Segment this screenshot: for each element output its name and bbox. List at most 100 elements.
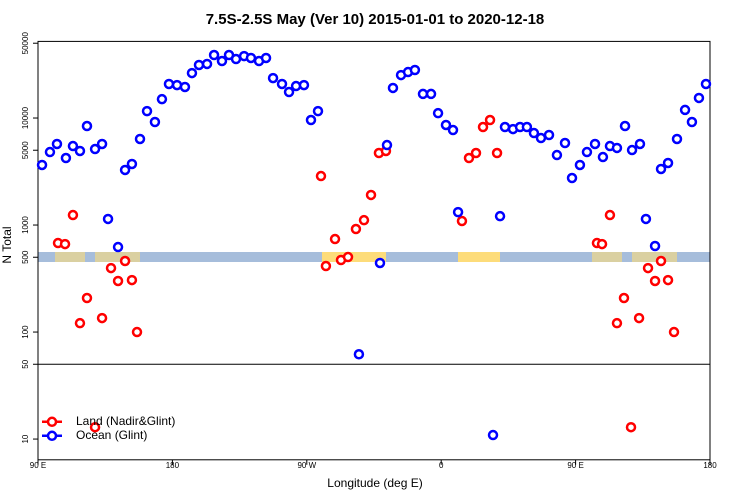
- point: [119, 255, 131, 267]
- point: [245, 52, 257, 64]
- point: [417, 88, 429, 100]
- point: [36, 159, 48, 171]
- point: [633, 312, 645, 324]
- point: [668, 326, 680, 338]
- point: [96, 138, 108, 150]
- point: [126, 274, 138, 286]
- point: [662, 157, 674, 169]
- point: [499, 121, 511, 133]
- point: [463, 152, 475, 164]
- point: [353, 349, 365, 360]
- point: [634, 138, 646, 150]
- point: [230, 53, 242, 65]
- land-strip: [322, 252, 386, 262]
- point: [208, 49, 220, 61]
- point: [596, 238, 608, 250]
- point: [374, 257, 386, 269]
- point: [89, 143, 101, 155]
- point: [112, 241, 124, 253]
- point: [649, 275, 661, 287]
- x-tick-label: 180: [703, 461, 717, 470]
- y-tick-label: 50000: [21, 32, 30, 55]
- point: [679, 104, 691, 116]
- point: [456, 215, 468, 227]
- point: [387, 82, 399, 94]
- point: [67, 209, 79, 221]
- point: [626, 144, 638, 156]
- x-tick-label: 0: [439, 461, 444, 470]
- point: [381, 139, 393, 151]
- point: [105, 262, 117, 274]
- point: [642, 262, 654, 274]
- point: [597, 151, 609, 163]
- point: [521, 121, 533, 133]
- point: [186, 67, 198, 79]
- point: [329, 233, 341, 245]
- point: [452, 206, 464, 218]
- point: [74, 145, 86, 157]
- point: [67, 140, 79, 152]
- point: [409, 64, 421, 76]
- point: [432, 107, 444, 119]
- land-strip: [458, 252, 500, 262]
- point: [528, 127, 540, 139]
- y-tick-label: 1000: [21, 216, 30, 234]
- point: [149, 116, 161, 128]
- x-axis-label: Longitude (deg E): [327, 476, 422, 490]
- point: [283, 86, 295, 98]
- point: [267, 72, 279, 84]
- point: [686, 116, 698, 128]
- land-strip: [592, 252, 622, 262]
- y-tick-label: 50: [21, 359, 30, 368]
- y-tick-label: 10000: [21, 106, 30, 129]
- point: [693, 92, 705, 104]
- point: [315, 170, 327, 182]
- point: [484, 114, 496, 126]
- point: [44, 146, 56, 158]
- point: [156, 93, 168, 105]
- point: [59, 238, 71, 250]
- point: [589, 138, 601, 150]
- point: [350, 223, 362, 235]
- point: [342, 251, 354, 263]
- point: [655, 163, 667, 175]
- point: [566, 172, 578, 184]
- point: [662, 274, 674, 286]
- point: [491, 147, 503, 159]
- legend-label: Land (Nadir&Glint): [76, 414, 175, 428]
- x-tick-label: 90 E: [30, 461, 46, 470]
- x-tick-label: 90 E: [567, 461, 583, 470]
- point: [494, 210, 506, 222]
- point: [96, 312, 108, 324]
- point: [604, 209, 616, 221]
- point: [74, 317, 86, 329]
- point: [487, 429, 499, 441]
- point: [298, 79, 310, 91]
- point: [365, 189, 377, 201]
- point: [112, 275, 124, 287]
- point: [440, 119, 452, 131]
- point: [141, 105, 153, 117]
- point: [447, 124, 459, 136]
- point: [60, 152, 72, 164]
- point: [640, 213, 652, 225]
- plot-frame: [37, 40, 711, 461]
- point: [81, 120, 93, 132]
- land-ocean-strip: [38, 252, 710, 262]
- point: [216, 55, 228, 67]
- point: [320, 260, 332, 272]
- point: [358, 214, 370, 226]
- y-tick-label: 10: [21, 434, 30, 443]
- point: [671, 133, 683, 145]
- point: [581, 146, 593, 158]
- point: [477, 121, 489, 133]
- legend-marker: [46, 430, 58, 442]
- point: [470, 147, 482, 159]
- x-tick-label: 90 W: [297, 461, 316, 470]
- y-tick-label: 500: [21, 250, 30, 264]
- point: [276, 78, 288, 90]
- chart-title: 7.5S-2.5S May (Ver 10) 2015-01-01 to 202…: [206, 11, 545, 28]
- land-strip: [55, 252, 85, 262]
